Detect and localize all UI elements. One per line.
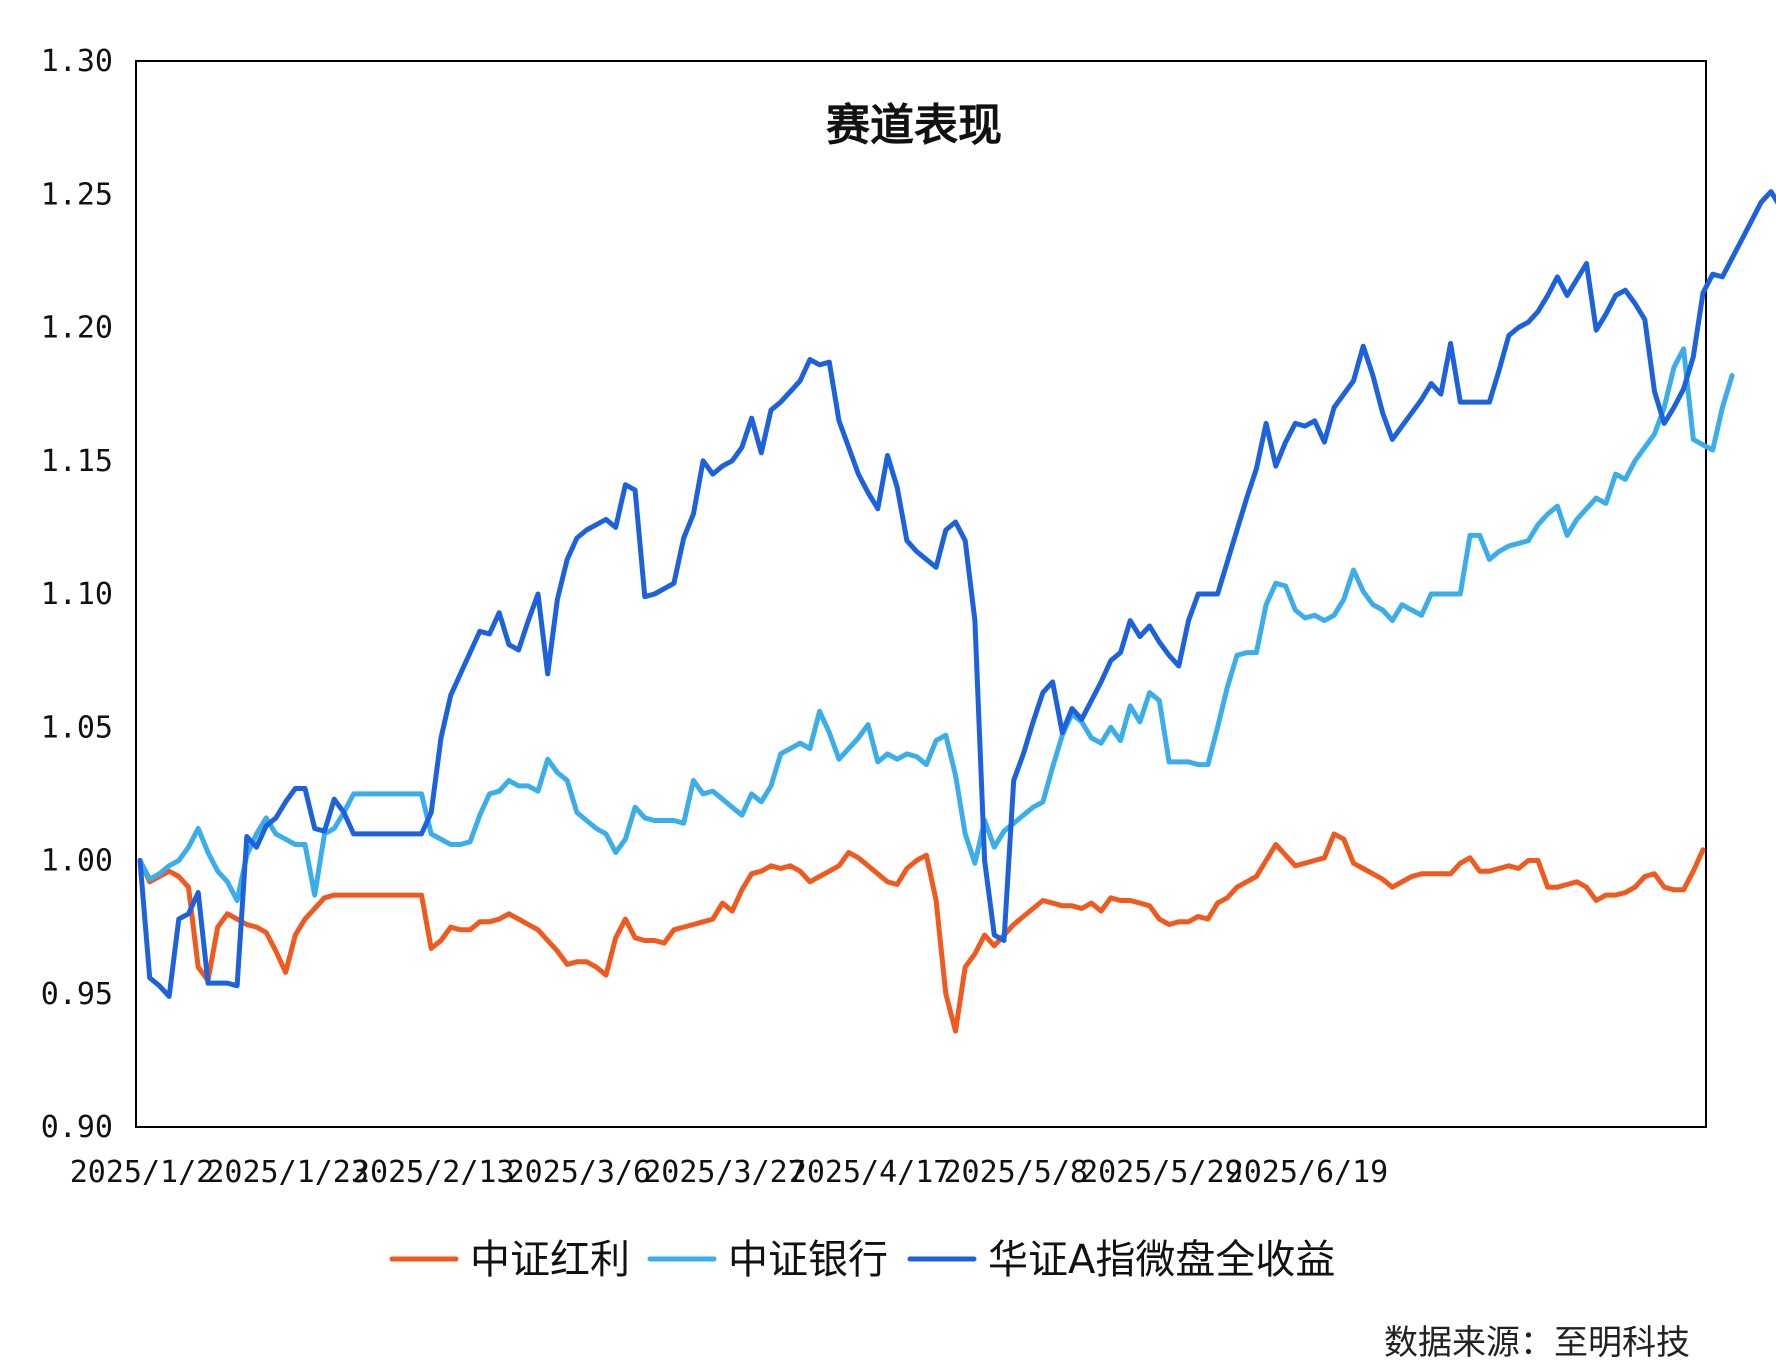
y-tick-label: 1.00 (41, 844, 113, 879)
series-line-1 (137, 346, 1735, 903)
series-lines (137, 189, 1776, 1034)
y-tick-label: 0.95 (41, 977, 113, 1012)
y-tick-label: 1.10 (41, 577, 113, 612)
legend-label-0: 中证红利 (470, 1237, 630, 1283)
data-source-note: 数据来源：至明科技 (1384, 1323, 1690, 1363)
legend-label-1: 中证银行 (728, 1237, 888, 1283)
x-tick-label: 2025/5/8 (943, 1155, 1088, 1190)
y-tick-label: 1.20 (41, 311, 113, 346)
x-tick-label: 2025/1/23 (206, 1155, 369, 1190)
legend-label-2: 华证A指微盘全收益 (988, 1237, 1335, 1283)
chart-title: 赛道表现 (826, 100, 1002, 151)
x-tick-label: 2025/3/27 (643, 1155, 806, 1190)
y-axis-tick-labels: 0.90 0.95 1.00 1.05 1.10 1.15 1.20 1.25 1.30 (41, 44, 113, 1145)
y-tick-label: 1.05 (41, 710, 113, 745)
plot-area (135, 60, 1707, 1128)
series-line-0 (137, 831, 1706, 1034)
series-line-2 (137, 189, 1776, 999)
x-tick-label: 2025/3/6 (507, 1155, 652, 1190)
y-tick-label: 1.30 (41, 44, 113, 79)
x-axis-tick-labels: 2025/1/22025/1/232025/2/132025/3/62025/3… (70, 1155, 1389, 1190)
x-tick-label: 2025/4/17 (789, 1155, 952, 1190)
x-tick-label: 2025/1/2 (70, 1155, 215, 1190)
legend: 中证红利 中证银行 华证A指微盘全收益 (389, 1237, 1335, 1283)
y-tick-label: 0.90 (41, 1110, 113, 1145)
y-tick-label: 1.25 (41, 177, 113, 212)
y-tick-label: 1.15 (41, 444, 113, 479)
x-tick-label: 2025/2/13 (352, 1155, 515, 1190)
x-tick-label: 2025/6/19 (1226, 1155, 1389, 1190)
x-tick-label: 2025/5/29 (1080, 1155, 1243, 1190)
